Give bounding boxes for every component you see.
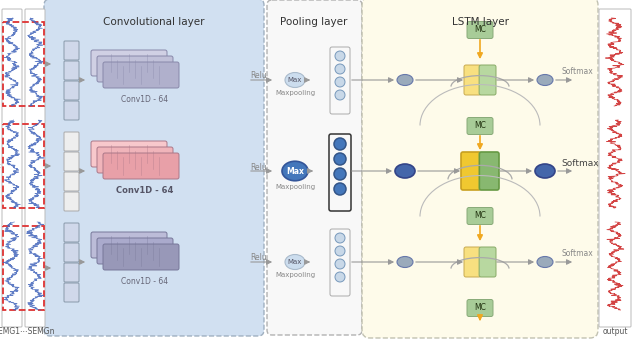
FancyBboxPatch shape <box>64 263 79 282</box>
Text: Relu: Relu <box>250 71 267 80</box>
Circle shape <box>335 51 345 61</box>
Circle shape <box>335 272 345 282</box>
FancyBboxPatch shape <box>479 65 496 95</box>
FancyBboxPatch shape <box>64 192 79 211</box>
Circle shape <box>335 233 345 243</box>
Ellipse shape <box>285 73 305 88</box>
FancyBboxPatch shape <box>599 9 631 327</box>
Text: Conv1D - 64: Conv1D - 64 <box>122 277 168 286</box>
FancyBboxPatch shape <box>103 153 179 179</box>
Text: Maxpooling: Maxpooling <box>275 273 315 278</box>
Text: Relu: Relu <box>250 253 267 263</box>
Text: Max: Max <box>288 259 302 265</box>
FancyBboxPatch shape <box>64 152 79 171</box>
Circle shape <box>335 90 345 100</box>
FancyBboxPatch shape <box>91 232 167 258</box>
Text: Softmax: Softmax <box>561 158 598 168</box>
FancyBboxPatch shape <box>467 118 493 134</box>
Text: Max: Max <box>288 77 302 83</box>
FancyBboxPatch shape <box>467 208 493 224</box>
Text: Max: Max <box>286 167 304 175</box>
Ellipse shape <box>535 164 555 178</box>
Text: Softmax: Softmax <box>561 250 593 259</box>
FancyBboxPatch shape <box>467 22 493 39</box>
Ellipse shape <box>395 164 415 178</box>
Circle shape <box>335 64 345 74</box>
FancyBboxPatch shape <box>64 283 79 302</box>
FancyBboxPatch shape <box>479 152 499 190</box>
Text: Conv1D - 64: Conv1D - 64 <box>122 95 168 104</box>
Circle shape <box>334 153 346 165</box>
FancyBboxPatch shape <box>25 9 45 327</box>
Ellipse shape <box>537 256 553 267</box>
Text: MC: MC <box>474 26 486 35</box>
Text: LSTM layer: LSTM layer <box>451 17 509 27</box>
Text: Pooling layer: Pooling layer <box>280 17 348 27</box>
Text: Softmax: Softmax <box>561 67 593 77</box>
Text: MC: MC <box>474 303 486 313</box>
FancyBboxPatch shape <box>97 147 173 173</box>
Circle shape <box>335 259 345 269</box>
FancyBboxPatch shape <box>467 300 493 316</box>
Text: Convolutional layer: Convolutional layer <box>103 17 205 27</box>
FancyBboxPatch shape <box>64 243 79 262</box>
FancyBboxPatch shape <box>91 141 167 167</box>
FancyBboxPatch shape <box>64 223 79 242</box>
FancyBboxPatch shape <box>64 61 79 80</box>
Ellipse shape <box>282 161 308 181</box>
Ellipse shape <box>397 75 413 86</box>
FancyBboxPatch shape <box>464 247 481 277</box>
Bar <box>3 22 44 106</box>
Text: output: output <box>602 327 628 336</box>
FancyBboxPatch shape <box>97 238 173 264</box>
Text: MC: MC <box>474 211 486 221</box>
Text: t-1: t-1 <box>0 61 1 67</box>
FancyBboxPatch shape <box>103 62 179 88</box>
FancyBboxPatch shape <box>44 0 264 336</box>
FancyBboxPatch shape <box>91 50 167 76</box>
FancyBboxPatch shape <box>464 65 481 95</box>
Circle shape <box>334 168 346 180</box>
Text: t: t <box>0 163 1 169</box>
Text: t+1: t+1 <box>0 265 1 271</box>
FancyBboxPatch shape <box>362 0 598 338</box>
Bar <box>3 124 44 208</box>
Circle shape <box>335 77 345 87</box>
FancyBboxPatch shape <box>97 56 173 82</box>
FancyBboxPatch shape <box>267 0 362 335</box>
FancyBboxPatch shape <box>64 172 79 191</box>
FancyBboxPatch shape <box>64 81 79 100</box>
Circle shape <box>335 246 345 256</box>
FancyBboxPatch shape <box>2 9 22 327</box>
FancyBboxPatch shape <box>103 244 179 270</box>
Text: Maxpooling: Maxpooling <box>275 184 315 190</box>
Circle shape <box>334 183 346 195</box>
FancyBboxPatch shape <box>64 101 79 120</box>
Text: sEMG1⋯SEMGn: sEMG1⋯SEMGn <box>0 327 55 336</box>
FancyBboxPatch shape <box>461 152 481 190</box>
Ellipse shape <box>397 256 413 267</box>
FancyBboxPatch shape <box>64 132 79 151</box>
Circle shape <box>334 138 346 150</box>
Ellipse shape <box>537 75 553 86</box>
Bar <box>3 226 44 310</box>
Text: Conv1D - 64: Conv1D - 64 <box>116 186 173 195</box>
FancyBboxPatch shape <box>64 41 79 60</box>
Text: MC: MC <box>474 121 486 131</box>
FancyBboxPatch shape <box>479 247 496 277</box>
Text: Relu: Relu <box>250 162 267 171</box>
Ellipse shape <box>285 254 305 269</box>
Text: Maxpooling: Maxpooling <box>275 91 315 96</box>
